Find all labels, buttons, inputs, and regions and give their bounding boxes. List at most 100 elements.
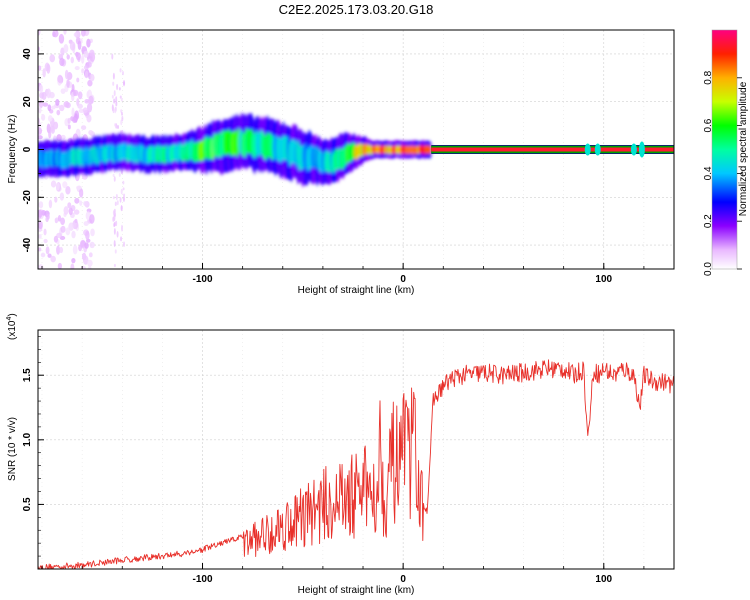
spectrogram-speckle [38,30,41,36]
spectrogram-speckle [112,173,115,178]
spectrogram-speckle [82,107,88,114]
spectrogram-speckle [38,135,43,140]
spectrogram-speckle [60,225,66,233]
colorbar-frame [711,29,738,270]
spectrogram-speckle [83,50,89,58]
spectrogram-speckle [56,109,61,116]
spectrogram-speckle [79,188,84,198]
spectrogram-speckle [63,206,69,215]
spectrogram-speckle [112,196,115,200]
spectrogram-speckle [113,208,116,214]
spectrogram-speckle [122,180,125,185]
spectrogram-speckle [80,54,85,64]
spectrogram-speckle [116,200,119,206]
spectrogram-speckle [112,106,115,114]
spectrogram-speckle [38,106,42,114]
spectrogram-speckle [86,90,90,99]
spectrogram-speckle [66,78,70,88]
spectrogram-speckle [60,217,65,226]
spectrogram-speckle [39,84,44,93]
spectrogram-speckle [113,176,116,182]
spectrogram-speckle [67,202,72,209]
spectrogram-speckle [60,88,66,94]
spectrogram-speckle [70,56,74,64]
spectrogram-speckle [121,71,124,76]
spectrogram-speckle [118,173,121,177]
spectrogram-speckle [89,241,95,249]
spectrogram-speckle [41,114,46,121]
spectrogram-speckle [120,171,123,175]
spectrogram-speckle [115,96,118,103]
spectrogram-speckle [119,196,122,203]
spectrogram-speckle [40,252,46,258]
spectrogram-speckle [73,32,78,37]
spectrogram-speckle [122,187,125,191]
spectrogram-speckle [73,209,80,215]
spectrogram-speckle [116,230,119,238]
y-tick-label: 0.5 [22,497,33,511]
spectrogram-speckle [114,201,117,207]
y-tick-label: 0 [22,146,33,152]
spectrogram-speckle [68,222,74,231]
spectrogram-speckle [63,44,69,54]
colorbar-tick-label: 0.4 [703,166,714,180]
spectrogram-speckle [38,220,43,230]
spectrogram-speckle [47,253,52,258]
spectrogram-speckle [67,117,71,124]
x-tick-label: 0 [400,274,406,285]
spectrogram-speckle [50,180,57,188]
spectrogram-ylabel: Frequency (Hz) [7,115,18,184]
spectrogram-speckle [53,235,59,243]
spectrogram-band-core [427,145,432,154]
spectrogram-speckle [77,40,82,51]
spectrogram-speckle [43,228,47,236]
spectrogram-speckle [86,102,93,113]
spectrogram-speckle [46,124,51,134]
spectrogram-speckle [119,68,122,73]
spectrogram-heatmap [38,30,674,269]
snr-background [38,330,674,569]
spectrogram-speckle [50,125,56,134]
spectrogram-speckle [48,199,53,209]
spectrogram-speckle [115,193,118,201]
spectrogram-speckle [112,72,115,80]
snr-y-multiplier: (x104) [6,313,18,340]
spectrogram-speckle [123,193,126,198]
spectrogram-speckle [71,230,76,239]
spectrogram-speckle [71,107,75,118]
spectrogram-speckle [77,91,83,100]
spectrogram-speckle [38,234,42,239]
spectrogram-speckle [83,221,89,226]
colorbar-ticks: 0.0 0.2 0.4 0.6 0.8 [703,70,742,276]
spectrogram-speckle [74,66,80,71]
spectrogram-speckle [66,54,70,60]
spectrogram-speckle [113,227,116,235]
spectrogram-speckle [38,127,43,135]
spectrogram-speckle [123,241,126,247]
spectrogram-speckle [120,236,123,242]
snr-series-line [38,359,674,569]
spectrogram-speckle [76,77,80,83]
spectrogram-speckle [59,246,64,254]
spectrogram-speckle [38,65,42,71]
snr-xlabel: Height of straight line (km) [298,585,415,596]
spectrogram-speckle [84,242,89,249]
carrier-bump [630,143,637,156]
spectrogram-speckle [72,89,79,97]
spectrogram-speckle [59,104,65,112]
colorbar-gradient [712,30,737,269]
spectrogram-speckle [88,95,94,105]
spectrogram-speckle [117,124,120,130]
y-tick-label: 20 [22,96,33,108]
snr-y-multiplier-exponent: 4 [6,317,13,321]
spectrogram-speckle [89,214,95,224]
spectrogram-speckle [87,259,93,267]
spectrogram-speckle [119,95,122,99]
spectrogram-speckle [56,134,62,142]
spectrogram-speckle [114,249,117,254]
spectrogram-speckle [63,30,67,35]
spectrogram-speckle [76,185,82,190]
spectrogram-speckle [88,129,94,136]
spectrogram-speckle [46,88,51,99]
